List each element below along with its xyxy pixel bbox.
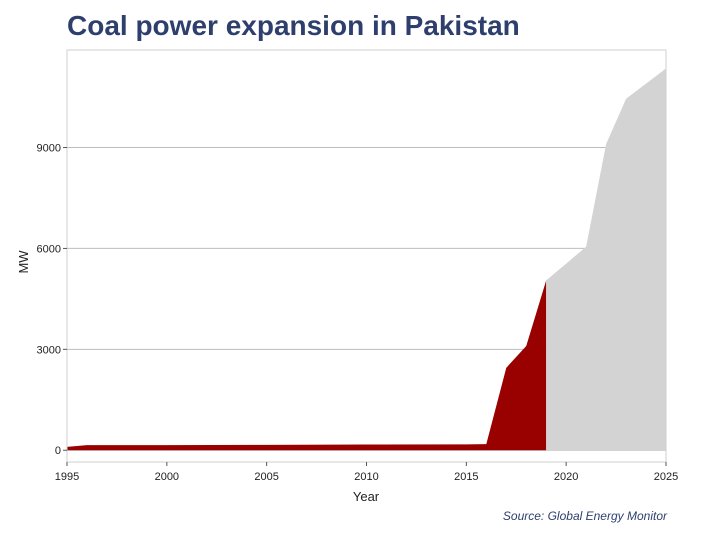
x-axis-title: Year [353, 489, 380, 504]
y-axis-title: MW [16, 250, 31, 274]
chart-title: Coal power expansion in Pakistan [67, 10, 520, 41]
y-tick-label: 0 [55, 445, 61, 457]
x-tick-label: 2000 [155, 471, 179, 483]
y-tick-label: 6000 [37, 243, 61, 255]
x-tick-label: 2015 [454, 471, 478, 483]
source-note: Source: Global Energy Monitor [502, 509, 667, 523]
x-axis: 1995 2000 2005 2010 2015 2020 2025 [55, 462, 678, 483]
x-tick-label: 2025 [654, 471, 678, 483]
x-tick-label: 2005 [254, 471, 278, 483]
y-tick-label: 9000 [37, 143, 61, 155]
x-tick-label: 2020 [554, 471, 578, 483]
area-series [67, 68, 666, 451]
area-series-2 [546, 68, 666, 451]
area-series-1 [67, 280, 547, 451]
x-tick-label: 1995 [55, 471, 79, 483]
y-axis: 0 3000 6000 9000 [37, 143, 67, 457]
x-tick-label: 2010 [354, 471, 378, 483]
y-tick-label: 3000 [37, 344, 61, 356]
